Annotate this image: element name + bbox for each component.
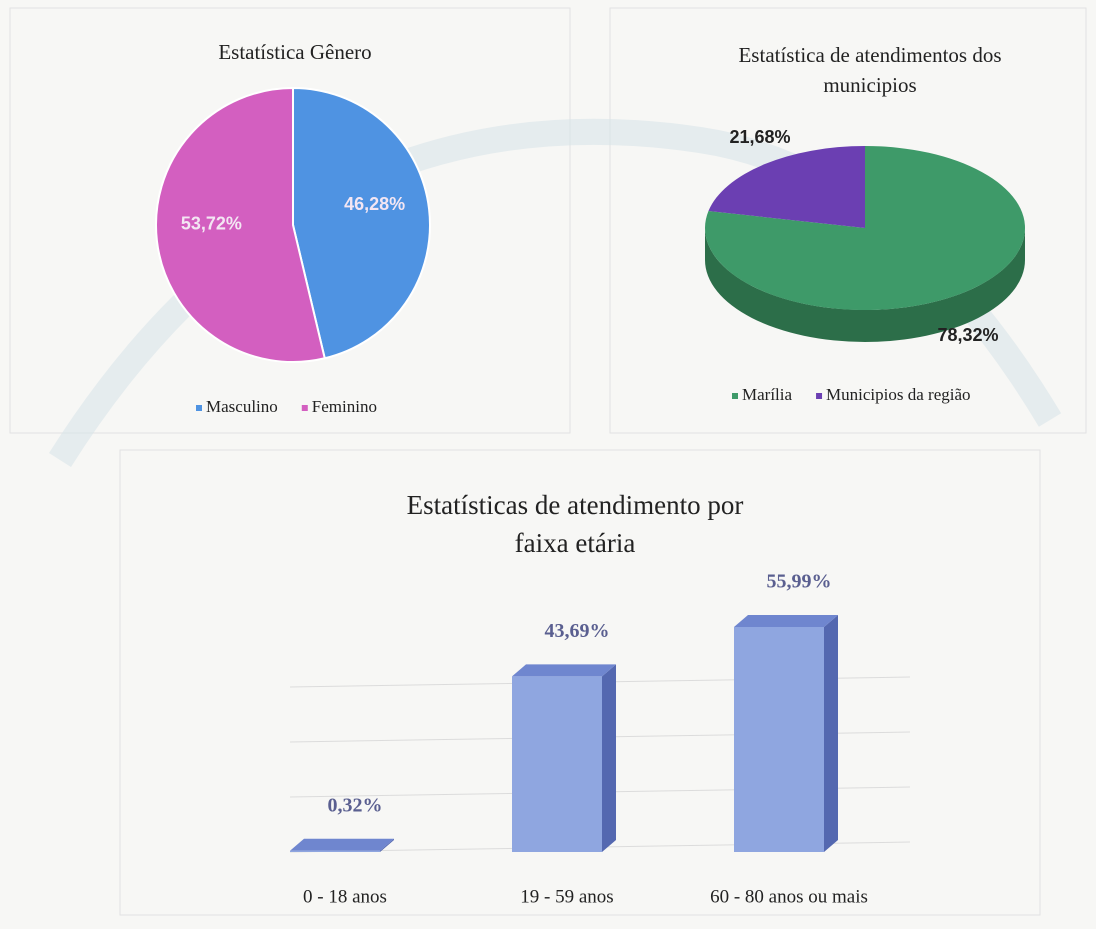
data-label: 53,72% [181,213,242,233]
x-tick-label: 0 - 18 anos [303,886,387,907]
data-label: 78,32% [937,325,998,345]
bar-side [824,615,838,852]
data-label: 21,68% [729,127,790,147]
legend-label: Masculino [206,397,278,416]
pie-slice [705,146,1025,311]
chart-title: Estatísticas de atendimento por faixa et… [406,490,744,558]
x-tick-label: 19 - 59 anos [520,886,613,907]
pie-slice [708,146,865,228]
panel [119,449,1041,916]
legend-marker [816,393,823,399]
legend-marker [196,405,202,411]
bar [290,850,380,852]
chart-title: Estatística Gênero [218,40,372,64]
bar-side [602,664,616,852]
pie-slice [292,86,431,360]
bar-side [380,838,394,852]
panel [609,7,1087,434]
bar [512,676,602,852]
x-tick-label: 60 - 80 anos ou mais [710,886,868,907]
data-label: 43,69% [545,620,610,642]
data-label: 0,32% [328,794,383,816]
pie-slice [155,86,326,363]
data-label: 46,28% [344,194,405,214]
chart-title: Estatística de atendimentos dos municipi… [738,43,1002,97]
bar [734,627,824,852]
legend-marker [732,393,738,399]
legend-marker [301,405,308,411]
bar-top [734,615,838,627]
panel [9,7,571,434]
legend-label: Feminino [312,397,377,416]
data-label: 55,99% [767,571,832,593]
bar-top [512,664,616,677]
bar-top [290,838,394,851]
pie-side [705,228,1025,342]
legend-label: Municipios da região [826,385,970,404]
legend-label: Marília [742,385,792,404]
